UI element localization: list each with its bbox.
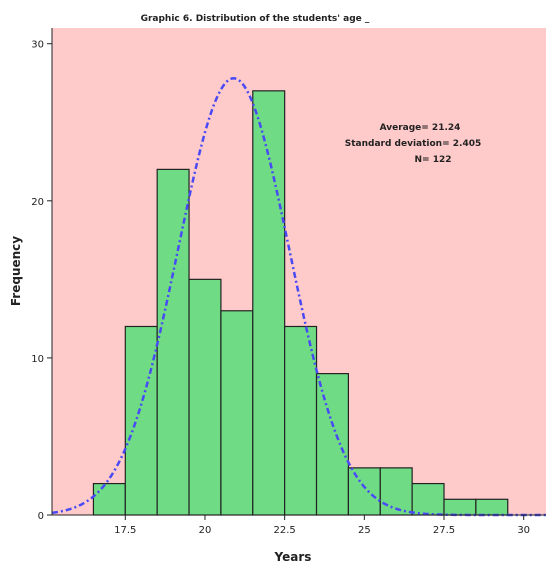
histogram-bar-12 (443, 498, 477, 516)
histogram-bar-4 (188, 278, 222, 516)
y-tick-label: 30 (31, 40, 44, 51)
x-tick-label: 30 (517, 525, 530, 536)
tick-labels: 17.5 20 22.5 25 27.5 30 0 10 20 30 (31, 40, 530, 536)
histogram-bar-11 (411, 482, 445, 516)
x-tick-label: 17.5 (114, 525, 136, 536)
x-tick-label: 25 (358, 525, 371, 536)
histogram-bar-9 (347, 467, 381, 516)
stats-average: Average= 21.24 (380, 123, 461, 133)
histogram-bar-10 (379, 467, 413, 516)
x-tick-label: 22.5 (274, 525, 296, 536)
histogram-bar-13 (475, 498, 509, 516)
y-axis-label: Frequency (9, 236, 23, 306)
x-tick-label: 20 (199, 525, 212, 536)
x-tick-label: 27.5 (433, 525, 455, 536)
histogram-bar-5 (220, 310, 254, 516)
axes (47, 28, 546, 520)
histogram-bar-8 (315, 373, 349, 516)
normal-curve (51, 77, 546, 517)
y-tick-label: 20 (31, 197, 44, 208)
y-tick-label: 0 (38, 511, 44, 522)
stats-n: N= 122 (415, 155, 452, 165)
histogram-bar-2 (124, 325, 158, 516)
chart-title: Graphic 6. Distribution of the students'… (141, 14, 370, 24)
histogram-bar-1 (92, 482, 126, 516)
y-tick-label: 10 (31, 354, 44, 365)
stats-standard-deviation: Standard deviation= 2.405 (345, 139, 482, 149)
x-axis-label: Years (274, 550, 312, 564)
